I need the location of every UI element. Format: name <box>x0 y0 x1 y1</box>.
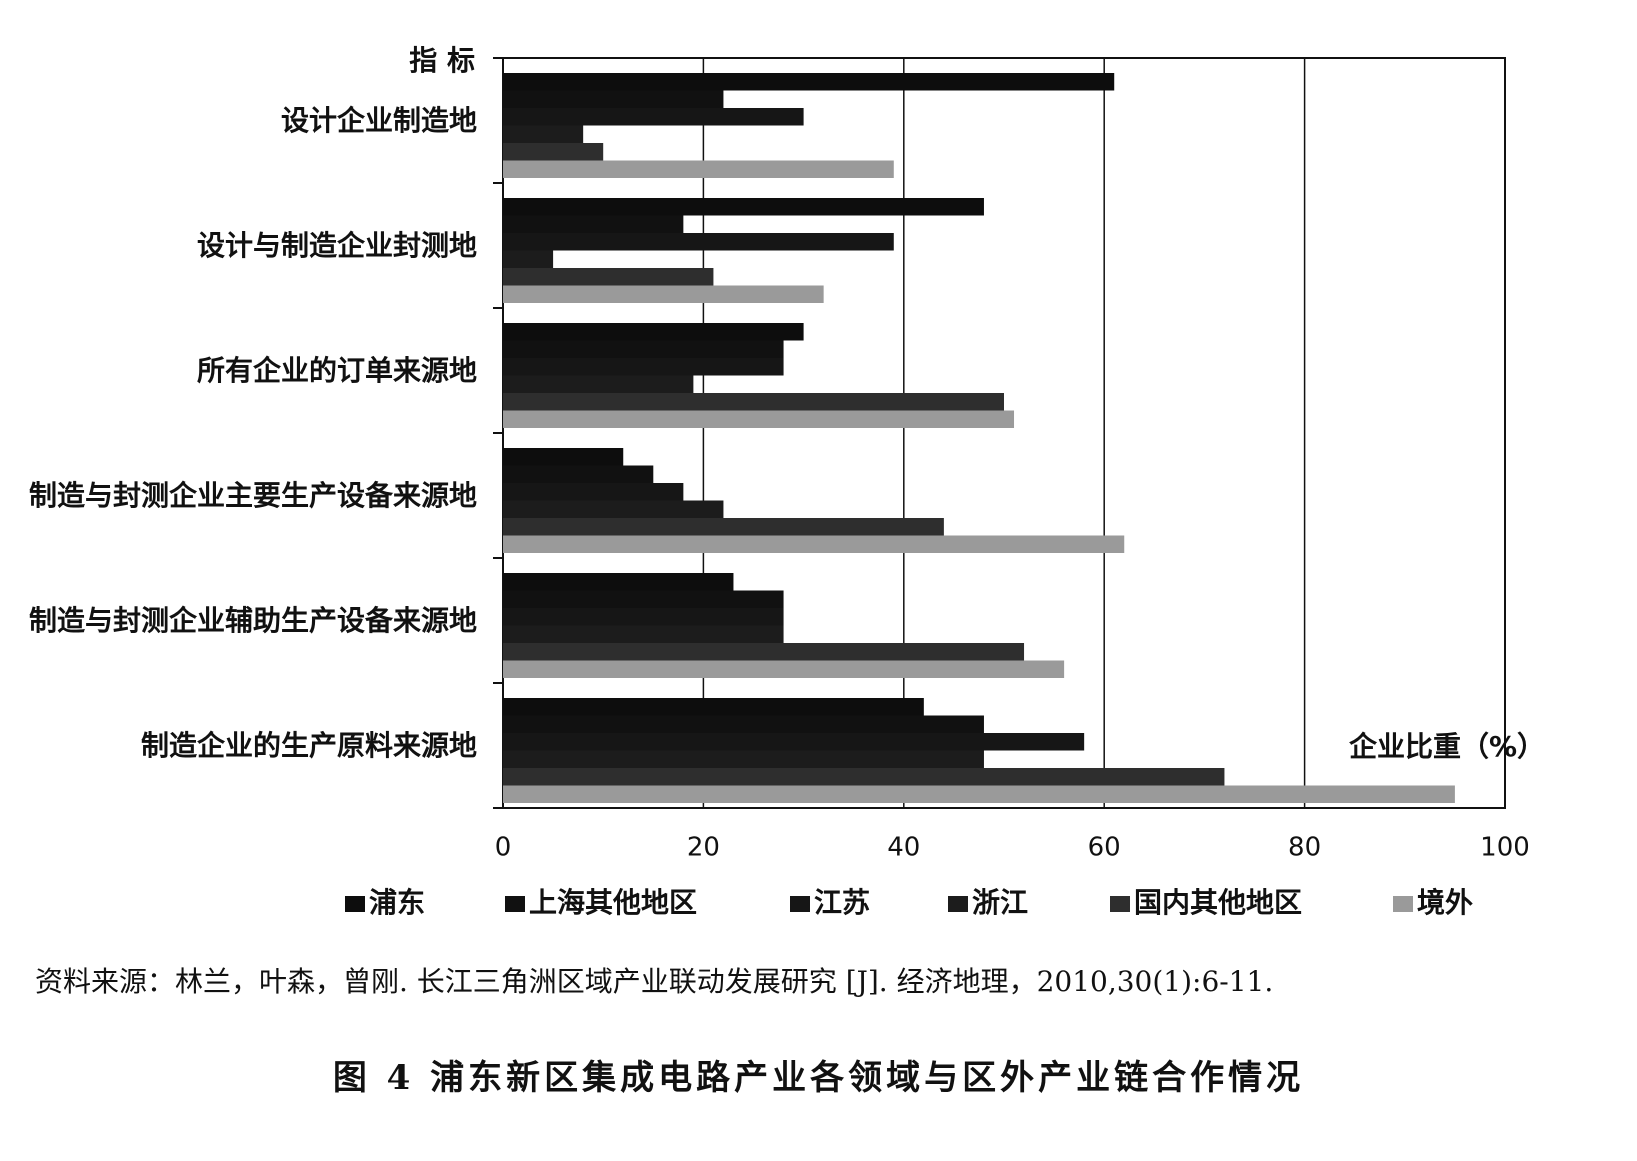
bar <box>503 323 804 341</box>
bar <box>503 393 1004 411</box>
legend-swatch <box>505 896 525 912</box>
bar <box>503 340 784 358</box>
bar <box>503 375 694 393</box>
category-text: 制造与封测企业辅助生产设备来源地 <box>28 603 477 637</box>
x-axis-title: 企业比重（%） <box>1349 730 1545 763</box>
bar <box>503 90 724 108</box>
bar <box>503 733 1085 751</box>
legend-swatch <box>948 896 968 912</box>
category-label: 所有企业的订单来源地 <box>0 316 477 426</box>
x-tick-label: 0 <box>495 833 512 863</box>
legend-label: 境外 <box>1417 886 1473 919</box>
bar <box>503 768 1225 786</box>
bar <box>503 268 714 286</box>
bar <box>503 698 924 716</box>
category-text: 设计与制造企业封测地 <box>196 228 477 262</box>
bar <box>503 143 604 161</box>
category-label: 设计企业制造地 <box>0 66 477 176</box>
category-label: 制造与封测企业辅助生产设备来源地 <box>0 566 477 676</box>
bar <box>503 785 1455 803</box>
bar <box>503 573 734 591</box>
category-text: 制造企业的生产原料来源地 <box>140 728 477 762</box>
bar <box>503 660 1065 678</box>
bar <box>503 500 724 518</box>
y-axis-title: 指 标 <box>409 44 475 77</box>
legend-label: 浦东 <box>369 886 425 919</box>
bar <box>503 483 684 501</box>
category-text: 制造与封测企业主要生产设备来源地 <box>28 478 477 512</box>
bar <box>503 215 684 233</box>
category-text: 设计企业制造地 <box>280 103 477 137</box>
category-label: 制造企业的生产原料来源地 <box>0 691 477 801</box>
figure-caption: 图 4 浦东新区集成电路产业各领域与区外产业链合作情况 <box>332 1058 1305 1098</box>
bar <box>503 125 584 143</box>
category-label: 设计与制造企业封测地 <box>0 191 477 301</box>
bar <box>503 715 984 733</box>
bar <box>503 535 1125 553</box>
x-tick-label: 20 <box>687 833 720 863</box>
bar <box>503 108 804 126</box>
legend-label: 江苏 <box>814 886 870 919</box>
bar <box>503 590 784 608</box>
legend-label: 国内其他地区 <box>1134 886 1302 919</box>
category-label: 制造与封测企业主要生产设备来源地 <box>0 441 477 551</box>
legend-label: 上海其他地区 <box>529 886 697 919</box>
category-text: 所有企业的订单来源地 <box>196 353 477 387</box>
bar <box>503 73 1115 91</box>
bar <box>503 160 894 178</box>
bar <box>503 410 1015 428</box>
bar <box>503 285 824 303</box>
bar <box>503 358 784 376</box>
bar <box>503 643 1025 661</box>
bar <box>503 518 944 536</box>
bar <box>503 750 984 768</box>
bar <box>503 198 984 216</box>
legend-swatch <box>790 896 810 912</box>
bar <box>503 465 654 483</box>
bar <box>503 250 554 268</box>
bar <box>503 448 624 466</box>
legend-swatch <box>1110 896 1130 912</box>
x-tick-label: 40 <box>887 833 920 863</box>
source-note: 资料来源：林兰，叶森，曾刚. 长江三角洲区域产业联动发展研究 [J]. 经济地理… <box>35 965 1274 998</box>
bar <box>503 608 784 626</box>
legend-swatch <box>345 896 365 912</box>
bar <box>503 625 784 643</box>
legend-swatch <box>1393 896 1413 912</box>
bar <box>503 233 894 251</box>
x-tick-label: 60 <box>1088 833 1121 863</box>
legend-label: 浙江 <box>972 886 1028 919</box>
x-tick-label: 80 <box>1288 833 1321 863</box>
x-tick-label: 100 <box>1480 833 1530 863</box>
